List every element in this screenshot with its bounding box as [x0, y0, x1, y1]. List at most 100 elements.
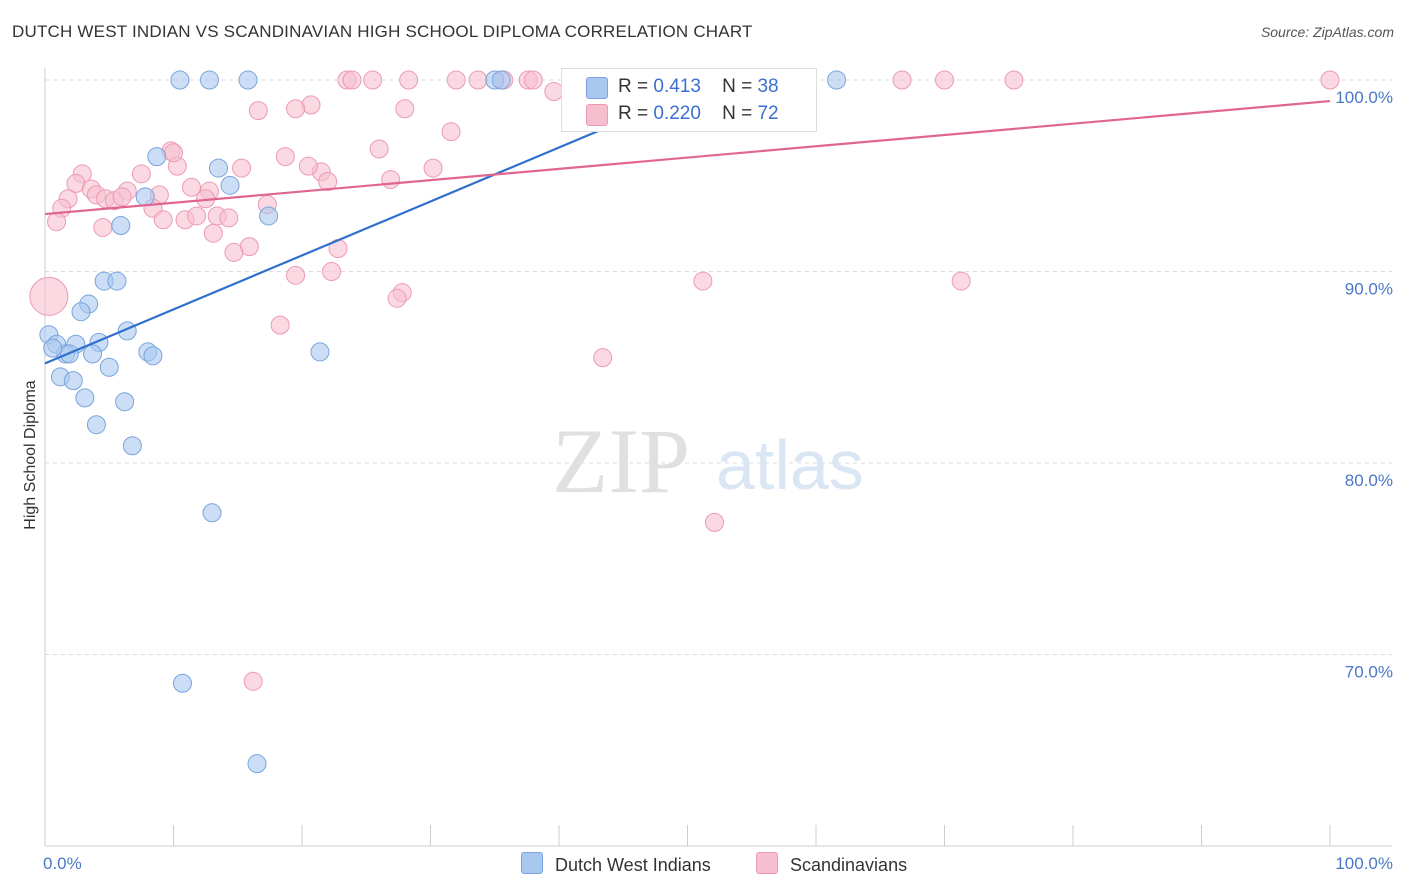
scandinavian-point — [951, 271, 971, 291]
legend-swatch-pink — [586, 104, 608, 126]
legend-n-label: N = — [722, 76, 753, 97]
dutch-west-indian-point — [135, 187, 155, 207]
scandinavian-point — [286, 265, 306, 285]
scandinavian-point — [47, 212, 67, 232]
watermark-atlas: atlas — [716, 426, 864, 504]
dutch-west-indian-point — [238, 70, 258, 90]
scandinavian-point — [181, 177, 201, 197]
scandinavian-point — [381, 170, 401, 190]
legend-r-label: R = — [618, 103, 649, 124]
scandinavian-point — [423, 158, 443, 178]
scandinavian-point — [286, 99, 306, 119]
dutch-west-indian-point — [247, 754, 267, 774]
scandinavian-point — [203, 223, 223, 243]
dutch-west-indian-point — [115, 392, 135, 412]
y-tick-label: 90.0% — [1345, 280, 1393, 299]
scandinavian-point — [131, 164, 151, 184]
scandinavian-point — [593, 348, 613, 368]
scandinavian-point — [164, 143, 183, 163]
scandinavian-point — [399, 70, 419, 90]
scandinavian-point — [704, 512, 724, 532]
dutch-west-indian-point — [143, 346, 163, 366]
bottom-legend-dutch-west-indians[interactable]: Dutch West Indians — [521, 852, 711, 876]
legend-swatch-blue — [586, 77, 608, 99]
scandinavian-point — [892, 70, 912, 90]
x-tick-label-max: 100.0% — [1335, 854, 1393, 873]
legend-r-value: 0.413 — [653, 76, 701, 97]
bottom-legend-label: Dutch West Indians — [555, 855, 711, 875]
y-tick-label: 80.0% — [1345, 471, 1393, 490]
scandinavian-point — [446, 70, 466, 90]
trend-line-scandinavians — [44, 99, 1331, 216]
scandinavians-points — [29, 70, 1340, 691]
y-tick-label: 70.0% — [1345, 663, 1393, 682]
bottom-legend-scandinavians[interactable]: Scandinavians — [756, 852, 907, 876]
legend-n-label: N = — [722, 103, 753, 124]
scandinavian-point — [468, 70, 488, 90]
x-tick-label-min: 0.0% — [43, 854, 82, 873]
scandinavian-point — [248, 101, 268, 121]
dutch-west-indian-point — [202, 503, 222, 523]
scandinavian-point — [219, 208, 239, 228]
scandinavian-point — [93, 217, 113, 237]
dutch-west-indian-point — [83, 344, 103, 364]
dutch-west-indian-point — [220, 175, 240, 195]
y-axis-title: High School Diploma — [22, 380, 39, 530]
dutch-west-indian-point — [71, 302, 91, 322]
watermark-zip: ZIP — [552, 410, 690, 512]
dutch-west-indian-point — [172, 673, 192, 693]
scandinavian-point — [1320, 70, 1340, 90]
dutch-west-indian-point — [147, 147, 167, 167]
scandinavian-point — [232, 158, 252, 178]
chart-title: DUTCH WEST INDIAN VS SCANDINAVIAN HIGH S… — [12, 22, 753, 41]
dutch-west-indians-points — [39, 70, 847, 774]
scandinavian-point — [693, 271, 713, 291]
dutch-west-indian-point — [86, 415, 106, 435]
dutch-west-indian-point — [107, 271, 127, 291]
tick-labels: 70.0% 80.0% 90.0% 100.0% 0.0% 100.0% — [43, 88, 1393, 873]
scandinavian-point — [1004, 70, 1024, 90]
scandinavian-point — [369, 139, 389, 159]
axes — [44, 68, 1392, 847]
scandinavian-point — [187, 206, 207, 226]
scandinavian-point — [342, 70, 362, 90]
scandinavian-point — [298, 156, 318, 176]
scandinavian-point — [275, 147, 295, 167]
dutch-west-indian-point — [43, 338, 63, 358]
scandinavian-point — [441, 122, 461, 142]
dutch-west-indian-point — [63, 371, 83, 391]
legend-r-value: 0.220 — [653, 103, 701, 124]
scandinavian-point — [363, 70, 383, 90]
scandinavian-point — [29, 276, 69, 316]
scandinavian-point — [935, 70, 954, 90]
dutch-west-indian-point — [259, 206, 279, 226]
scandinavian-point — [270, 315, 290, 335]
legend-n-value: 38 — [757, 76, 779, 97]
scandinavian-point — [322, 262, 342, 281]
bottom-legend-label: Scandinavians — [790, 855, 908, 875]
source-label: Source: ZipAtlas.com — [1260, 24, 1394, 40]
dutch-west-indian-point — [75, 388, 95, 408]
scandinavian-point — [395, 99, 415, 119]
y-tick-label: 100.0% — [1335, 88, 1393, 107]
legend-swatch-blue — [521, 852, 543, 874]
dutch-west-indian-point — [310, 342, 330, 362]
scandinavian-point — [153, 210, 173, 230]
legend-swatch-pink — [756, 852, 778, 874]
scandinavian-point — [112, 187, 132, 207]
dutch-west-indian-point — [111, 216, 131, 236]
legend-n-value: 72 — [757, 103, 779, 124]
scandinavian-point — [243, 671, 263, 691]
scandinavian-point — [224, 242, 244, 262]
dutch-west-indian-point — [491, 70, 511, 90]
gridlines — [45, 79, 1392, 655]
dutch-west-indian-point — [827, 70, 847, 90]
legend-r-label: R = — [618, 76, 649, 97]
dutch-west-indian-point — [199, 70, 219, 90]
dutch-west-indian-point — [170, 70, 190, 90]
dutch-west-indian-point — [208, 158, 228, 178]
scandinavian-point — [387, 288, 407, 308]
dutch-west-indian-point — [99, 357, 119, 377]
scandinavian-point — [318, 171, 338, 191]
